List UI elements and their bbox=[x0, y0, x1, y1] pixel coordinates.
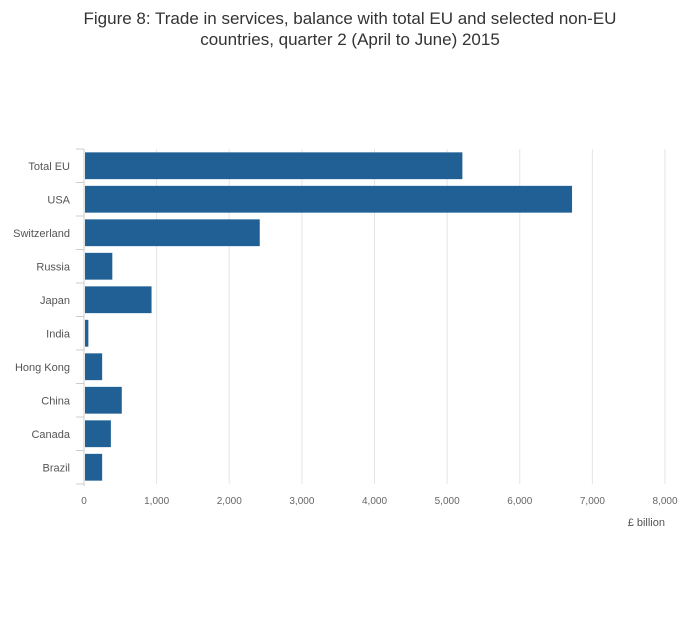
axes bbox=[76, 148, 85, 486]
y-category-label: Hong Kong bbox=[15, 362, 70, 374]
x-tick-label: 1,000 bbox=[144, 496, 169, 507]
bar bbox=[85, 252, 113, 280]
chart-title-line-1: Figure 8: Trade in services, balance wit… bbox=[83, 9, 617, 28]
x-tick-label: 8,000 bbox=[652, 496, 677, 507]
bar bbox=[85, 152, 463, 180]
x-tick-label: 0 bbox=[81, 496, 87, 507]
chart-title: Figure 8: Trade in services, balance wit… bbox=[0, 8, 700, 50]
bar bbox=[85, 319, 89, 347]
x-tick-label: 6,000 bbox=[507, 496, 532, 507]
y-category-label: Russia bbox=[36, 261, 71, 273]
y-category-label: India bbox=[46, 328, 71, 340]
bar bbox=[85, 453, 103, 481]
bar bbox=[85, 286, 152, 314]
x-tick-label: 4,000 bbox=[362, 496, 387, 507]
bar bbox=[85, 219, 260, 247]
y-category-label: USA bbox=[47, 194, 70, 206]
y-category-label: Brazil bbox=[42, 462, 70, 474]
x-tick-label: 3,000 bbox=[289, 496, 314, 507]
y-category-label: Switzerland bbox=[13, 228, 70, 240]
x-tick-label: 7,000 bbox=[580, 496, 605, 507]
labels: 0 1,000 2,000 3,000 4,000 5,000 6,000 7,000 8,00… bbox=[13, 161, 678, 507]
y-category-label: Canada bbox=[31, 429, 70, 441]
y-category-label: Japan bbox=[40, 295, 70, 307]
x-tick-label: 5,000 bbox=[435, 496, 460, 507]
chart-title-line-2: countries, quarter 2 (April to June) 201… bbox=[200, 30, 500, 49]
bars bbox=[85, 152, 573, 481]
x-tick-label: 2,000 bbox=[217, 496, 242, 507]
bar bbox=[85, 185, 573, 213]
y-category-label: Total EU bbox=[28, 161, 70, 173]
bar bbox=[85, 420, 111, 448]
x-axis-title: £ billion bbox=[628, 517, 665, 529]
bar bbox=[85, 353, 103, 381]
y-category-label: China bbox=[41, 395, 71, 407]
bar bbox=[85, 386, 122, 414]
